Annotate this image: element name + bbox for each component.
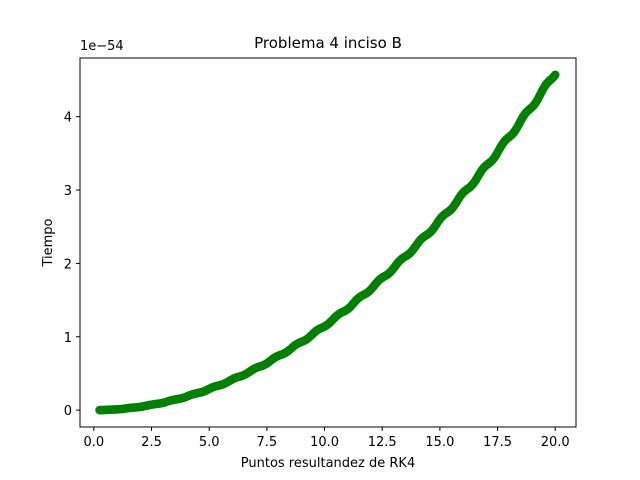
x-tick-label: 5.0 [199, 435, 220, 450]
y-tick-label: 3 [64, 184, 72, 199]
plot-frame [79, 57, 577, 428]
x-tick-label: 10.0 [310, 435, 339, 450]
x-axis-ticks: 0.0 2.5 5.0 7.5 10.0 12.5 15.0 17.5 20.0 [83, 427, 570, 450]
chart-title: Problema 4 inciso B [254, 34, 402, 52]
y-tick-label: 2 [64, 257, 72, 272]
x-tick-label: 0.0 [83, 435, 104, 450]
y-tick-label: 4 [64, 111, 72, 126]
y-axis-ticks: 0 1 2 3 4 [64, 111, 80, 419]
y-tick-label: 0 [64, 404, 72, 419]
data-point [550, 70, 560, 80]
x-tick-label: 20.0 [541, 435, 570, 450]
x-tick-label: 15.0 [425, 435, 454, 450]
y-axis-offset-label: 1e−54 [80, 39, 124, 54]
x-axis-label: Puntos resultandez de RK4 [241, 456, 415, 471]
y-axis-label: Tiempo [41, 218, 56, 267]
x-tick-label: 17.5 [483, 435, 512, 450]
scatter-points [95, 70, 560, 415]
y-tick-label: 1 [64, 331, 72, 346]
x-tick-label: 12.5 [368, 435, 397, 450]
x-tick-label: 2.5 [141, 435, 162, 450]
x-tick-label: 7.5 [257, 435, 278, 450]
